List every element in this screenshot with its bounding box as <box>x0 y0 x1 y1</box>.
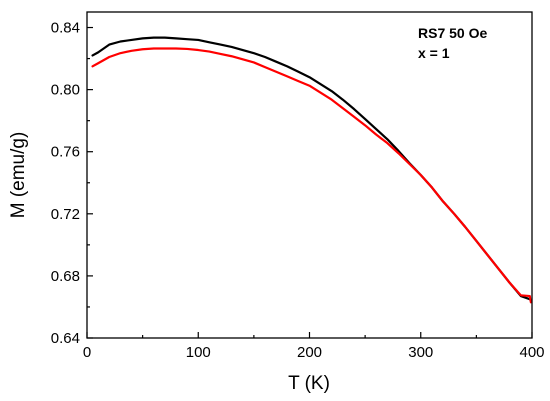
annotation-sample: RS7 50 Oe <box>418 25 487 41</box>
y-tick-label: 0.68 <box>51 268 80 285</box>
y-tick-label: 0.76 <box>51 144 80 161</box>
x-tick-label: 100 <box>186 344 211 361</box>
annotation-composition: x = 1 <box>418 45 450 61</box>
y-axis-label: M (emu/g) <box>8 132 29 219</box>
axes: 0 100 200 300 400 0.64 0.68 0.72 0.76 0.80 0.84 <box>51 11 545 361</box>
y-tick-label: 0.64 <box>51 330 80 347</box>
series-line-red <box>91 47 532 304</box>
series-line-black <box>91 36 531 301</box>
y-tick-label: 0.80 <box>51 82 80 99</box>
x-axis-label: T (K) <box>288 373 330 394</box>
y-tick-label: 0.84 <box>51 20 80 37</box>
x-tick-label: 0 <box>83 344 91 361</box>
x-tick-label: 300 <box>408 344 433 361</box>
x-tick-label: 400 <box>519 344 544 361</box>
x-tick-label: 200 <box>297 344 322 361</box>
plot-frame <box>86 11 533 339</box>
plot-area <box>91 36 532 304</box>
y-tick-label: 0.72 <box>51 206 80 223</box>
